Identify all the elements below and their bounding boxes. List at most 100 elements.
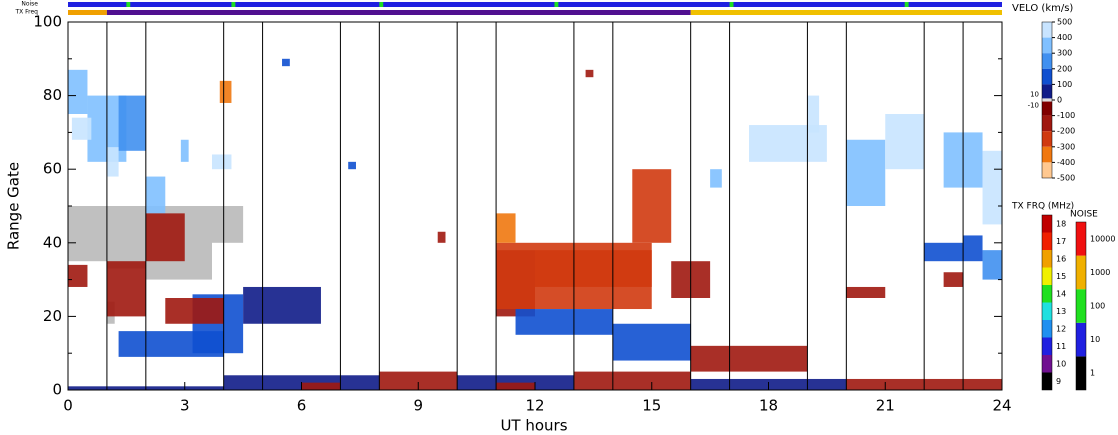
noise-scale-tick-label: 100	[1090, 302, 1105, 311]
noise-scale-bin	[1076, 222, 1086, 256]
velocity-cell	[496, 213, 516, 243]
velocity-colorbar-bin	[1042, 84, 1052, 99]
tx-freq_scale-bin	[1042, 355, 1052, 373]
tx-freq_scale-tick-label: 17	[1056, 237, 1066, 246]
velocity-cell	[165, 298, 224, 324]
velocity-colorbar-bin	[1042, 98, 1052, 102]
tx-freq_scale-bin	[1042, 337, 1052, 355]
velocity-cell	[106, 147, 119, 177]
x-tick-label: 0	[63, 397, 73, 415]
y-tick-label: 0	[52, 381, 62, 399]
velocity-colorbar-bin	[1042, 53, 1052, 69]
velocity-cell	[612, 323, 691, 361]
ground-scatter-cell	[211, 206, 244, 243]
tx-freq_scale-tick-label: 11	[1056, 342, 1066, 351]
x-tick-label: 21	[876, 397, 895, 415]
noise-bar-label: Noise	[21, 1, 38, 8]
velocity-inner-tick-label: -10	[1028, 102, 1039, 110]
ground-scatter-cell	[68, 206, 107, 262]
velocity-tick-label: -500	[1057, 174, 1075, 183]
x-tick-label: 3	[180, 397, 190, 415]
tx-bar-label: TX Freq	[14, 9, 38, 16]
noise-scale-frame	[1075, 221, 1087, 391]
velocity-cell	[924, 242, 964, 262]
velocity-tick-label: 100	[1057, 80, 1072, 89]
tx-freq_scale-tick-label: 16	[1056, 254, 1066, 263]
velocity-cell	[145, 213, 185, 262]
velocity-cell	[68, 69, 88, 114]
noise-scale-bin	[1076, 289, 1086, 323]
velocity-tick-label: 0	[1057, 96, 1062, 105]
velocity-cell	[943, 272, 964, 287]
velocity-cell	[690, 345, 808, 372]
tx-freq_scale-bin	[1042, 302, 1052, 320]
tx-freq_scale-bin	[1042, 250, 1052, 268]
velocity-tick-label: -200	[1057, 127, 1075, 136]
noise-scale-tick-label: 1	[1090, 369, 1095, 378]
tx-freq_scale-bin	[1042, 372, 1052, 390]
tx-freq_scale-tick-label: 15	[1056, 272, 1066, 281]
noise-scale-bin	[1076, 322, 1086, 357]
tx-freq_scale-bin	[1042, 320, 1052, 338]
noise-scale-tick-label: 10000	[1090, 234, 1115, 243]
noise-bar-segment	[126, 2, 131, 7]
velocity-cell	[982, 250, 1002, 280]
tx-freq_scale-tick-label: 13	[1056, 307, 1066, 316]
velocity-cell	[379, 371, 458, 390]
velocity-tick-label: -400	[1057, 158, 1075, 167]
velocity-colorbar-bin	[1042, 22, 1052, 38]
tx-bar-segment	[106, 10, 691, 15]
velocity-cell	[885, 114, 925, 170]
velocity-tick-label: 500	[1057, 18, 1072, 27]
x-tick-label: 12	[525, 397, 544, 415]
noise-scale-bin	[1076, 356, 1086, 390]
velocity-cell	[632, 169, 672, 243]
velocity-inner-tick-label: 10	[1030, 90, 1039, 98]
velocity-colorbar-bin	[1042, 68, 1052, 85]
velocity-cell	[515, 309, 613, 335]
noise-bar-segment	[729, 2, 734, 7]
tx-freq_scale-tick-label: 10	[1056, 359, 1066, 368]
velocity-colorbar-bin	[1042, 37, 1052, 54]
noise-bar-segment	[68, 2, 1002, 7]
tx-scale-label: TX FRQ (MHz)	[1011, 202, 1074, 212]
velocity-cell	[301, 382, 341, 390]
velocity-cell	[846, 139, 886, 206]
noise-bar-segment	[904, 2, 909, 7]
y-axis-label: Range Gate	[5, 162, 23, 250]
velocity-cell	[710, 169, 722, 188]
velocity-cell	[145, 176, 166, 214]
y-tick-label: 80	[43, 86, 62, 104]
y-tick-label: 40	[43, 233, 62, 251]
x-axis-label: UT hours	[500, 417, 567, 435]
velocity-cell	[807, 95, 820, 133]
velocity-cell	[585, 69, 594, 78]
tx-bar-segment	[68, 10, 107, 15]
tx-freq_scale-tick-label: 9	[1056, 377, 1061, 386]
noise-bar-segment	[554, 2, 559, 7]
velocity-colorbar-bin	[1042, 115, 1052, 132]
velocity-cell	[71, 117, 92, 140]
tx-freq_scale-frame	[1041, 214, 1053, 391]
tx-freq_scale-tick-label: 18	[1056, 219, 1066, 228]
tx-freq_scale-bin	[1042, 285, 1052, 303]
velocity-cell	[243, 286, 321, 324]
y-tick-label: 100	[33, 13, 62, 31]
velocity-tick-label: 300	[1057, 49, 1072, 58]
x-tick-label: 18	[759, 397, 778, 415]
velocity-cell	[282, 58, 290, 67]
x-tick-label: 6	[297, 397, 307, 415]
tx-freq_scale-bin	[1042, 232, 1052, 250]
velocity-tick-label: 400	[1057, 33, 1072, 42]
velocity-cell	[118, 95, 146, 151]
velocity-scale-label: VELO (km/s)	[1012, 3, 1073, 14]
velocity-cell	[211, 154, 232, 170]
noise-scale-label: NOISE	[1070, 210, 1098, 220]
ground-scatter-cell	[106, 206, 146, 269]
velocity-cell	[963, 235, 983, 262]
velocity-cell	[106, 261, 146, 317]
noise-scale-bin	[1076, 255, 1086, 290]
velocity-tick-label: -100	[1057, 111, 1075, 120]
velocity-cell	[348, 161, 356, 170]
velocity-cell	[573, 371, 691, 390]
